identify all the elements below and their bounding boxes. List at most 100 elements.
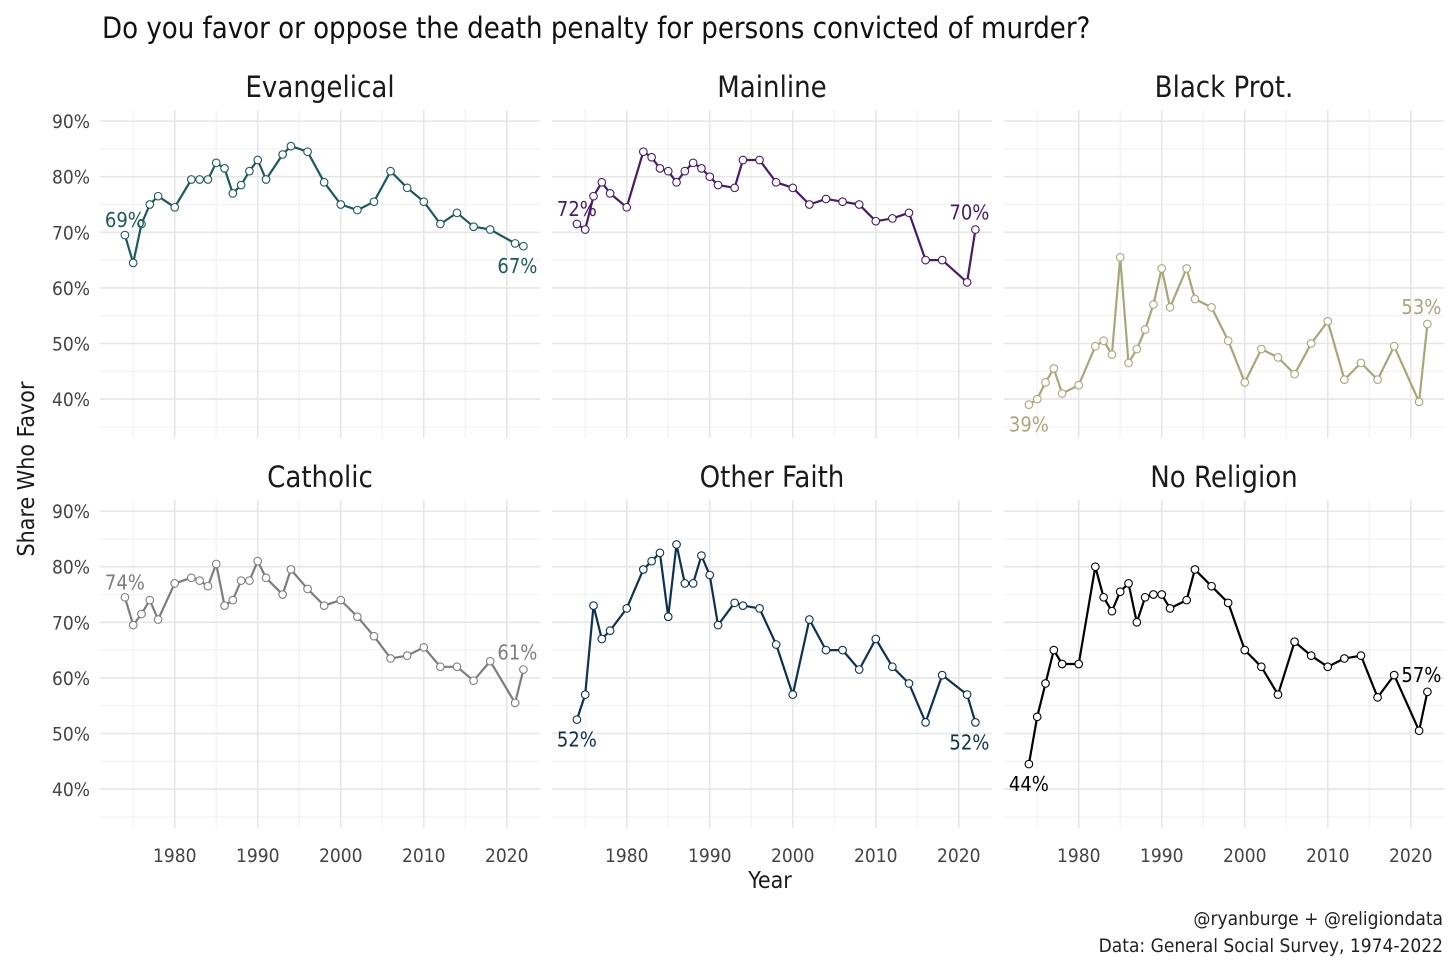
y-tick-labels: 40% 50% 60% 70% 80% 90% 40% 50% 60% 70% 80% 90%	[52, 111, 90, 801]
data-point	[195, 576, 204, 585]
data-point	[663, 166, 673, 176]
facet-title: Evangelical	[245, 70, 394, 104]
data-point	[1414, 397, 1424, 407]
data-point	[1257, 344, 1266, 354]
facet-evangelical: Evangelical 69% 67%	[100, 70, 540, 438]
data-point	[1323, 316, 1333, 326]
data-point	[1223, 336, 1233, 346]
data-point	[452, 208, 462, 218]
data-point	[1124, 579, 1133, 588]
facet-panels: Evangelical 69% 67% Mainline 72% 70% Black Pro…	[100, 70, 1444, 828]
data-point	[597, 177, 607, 187]
data-point	[730, 598, 739, 608]
data-point	[278, 590, 287, 599]
data-point	[738, 155, 748, 165]
data-point	[1414, 726, 1424, 736]
data-point	[261, 573, 271, 583]
caption-credit: @ryanburge + @religiondata	[1193, 908, 1443, 930]
data-point	[1306, 339, 1316, 348]
data-point	[937, 670, 947, 680]
facet-title: Mainline	[717, 70, 826, 104]
data-point	[286, 565, 296, 574]
data-point	[303, 584, 312, 594]
data-point	[788, 183, 798, 193]
data-point	[1240, 645, 1250, 655]
data-point	[319, 601, 329, 610]
x-tick-label: 2000	[771, 845, 815, 867]
data-point	[805, 200, 814, 209]
data-point	[1115, 587, 1125, 597]
start-value-label: 74%	[105, 570, 145, 594]
data-point	[589, 601, 598, 610]
data-point	[436, 219, 445, 229]
x-tick-label: 2000	[319, 845, 363, 867]
data-point	[1257, 662, 1266, 672]
x-tick-label: 2010	[402, 845, 446, 867]
data-point	[1099, 592, 1108, 602]
y-tick-label: 80%	[52, 557, 90, 579]
data-point	[589, 191, 598, 201]
facet-catholic: Catholic 74% 61%	[100, 460, 540, 828]
data-point	[1273, 690, 1283, 699]
data-point	[680, 166, 690, 176]
data-point	[1024, 759, 1034, 769]
data-point	[253, 556, 263, 566]
data-point	[1423, 319, 1432, 329]
data-point	[153, 615, 163, 624]
data-point	[1340, 375, 1349, 384]
data-point	[386, 166, 395, 176]
data-point	[1389, 341, 1399, 351]
data-point	[730, 183, 739, 193]
data-point	[1149, 590, 1158, 599]
data-point	[485, 225, 495, 234]
data-point	[137, 219, 146, 229]
chart-title: Do you favor or oppose the death penalty…	[102, 11, 1090, 45]
data-point	[286, 141, 296, 151]
y-tick-label: 70%	[52, 222, 90, 244]
data-point	[186, 573, 196, 583]
start-value-label: 39%	[1009, 413, 1049, 437]
data-point	[655, 164, 665, 173]
x-tick-label: 1990	[236, 845, 280, 867]
data-point	[386, 654, 395, 663]
data-point	[1090, 341, 1100, 351]
data-point	[353, 205, 362, 215]
facet-title: Black Prot.	[1155, 70, 1294, 104]
data-point	[369, 631, 379, 641]
series-line	[1028, 256, 1429, 406]
data-point	[638, 147, 648, 157]
data-point	[705, 172, 715, 182]
data-point	[278, 150, 287, 159]
data-point	[319, 177, 329, 187]
data-point	[771, 640, 781, 649]
data-point	[1207, 581, 1216, 591]
data-point	[605, 189, 615, 198]
end-value-label: 53%	[1401, 295, 1441, 319]
data-point	[1290, 637, 1299, 647]
data-point	[1423, 687, 1432, 697]
data-point	[738, 601, 748, 610]
data-point	[336, 595, 346, 605]
data-point	[1049, 364, 1059, 373]
data-point	[904, 208, 914, 218]
x-tick-label: 2020	[937, 845, 981, 867]
data-point	[962, 690, 972, 699]
data-point	[680, 579, 690, 588]
data-point	[170, 202, 180, 212]
data-point	[854, 200, 864, 209]
facet-black-prot: Black Prot. 39% 53%	[1004, 70, 1444, 438]
data-point	[1107, 350, 1117, 359]
facet-title: No Religion	[1150, 460, 1297, 494]
x-tick-label: 2020	[485, 845, 529, 867]
data-point	[697, 164, 706, 173]
data-point	[622, 604, 632, 613]
y-tick-label: 60%	[52, 278, 90, 300]
x-tick-label: 2000	[1223, 845, 1267, 867]
data-point	[597, 634, 607, 644]
caption-source: Data: General Social Survey, 1974-2022	[1099, 935, 1443, 957]
data-point	[1140, 592, 1150, 602]
y-tick-label: 80%	[52, 167, 90, 189]
data-point	[1190, 294, 1200, 304]
data-point	[261, 175, 271, 184]
